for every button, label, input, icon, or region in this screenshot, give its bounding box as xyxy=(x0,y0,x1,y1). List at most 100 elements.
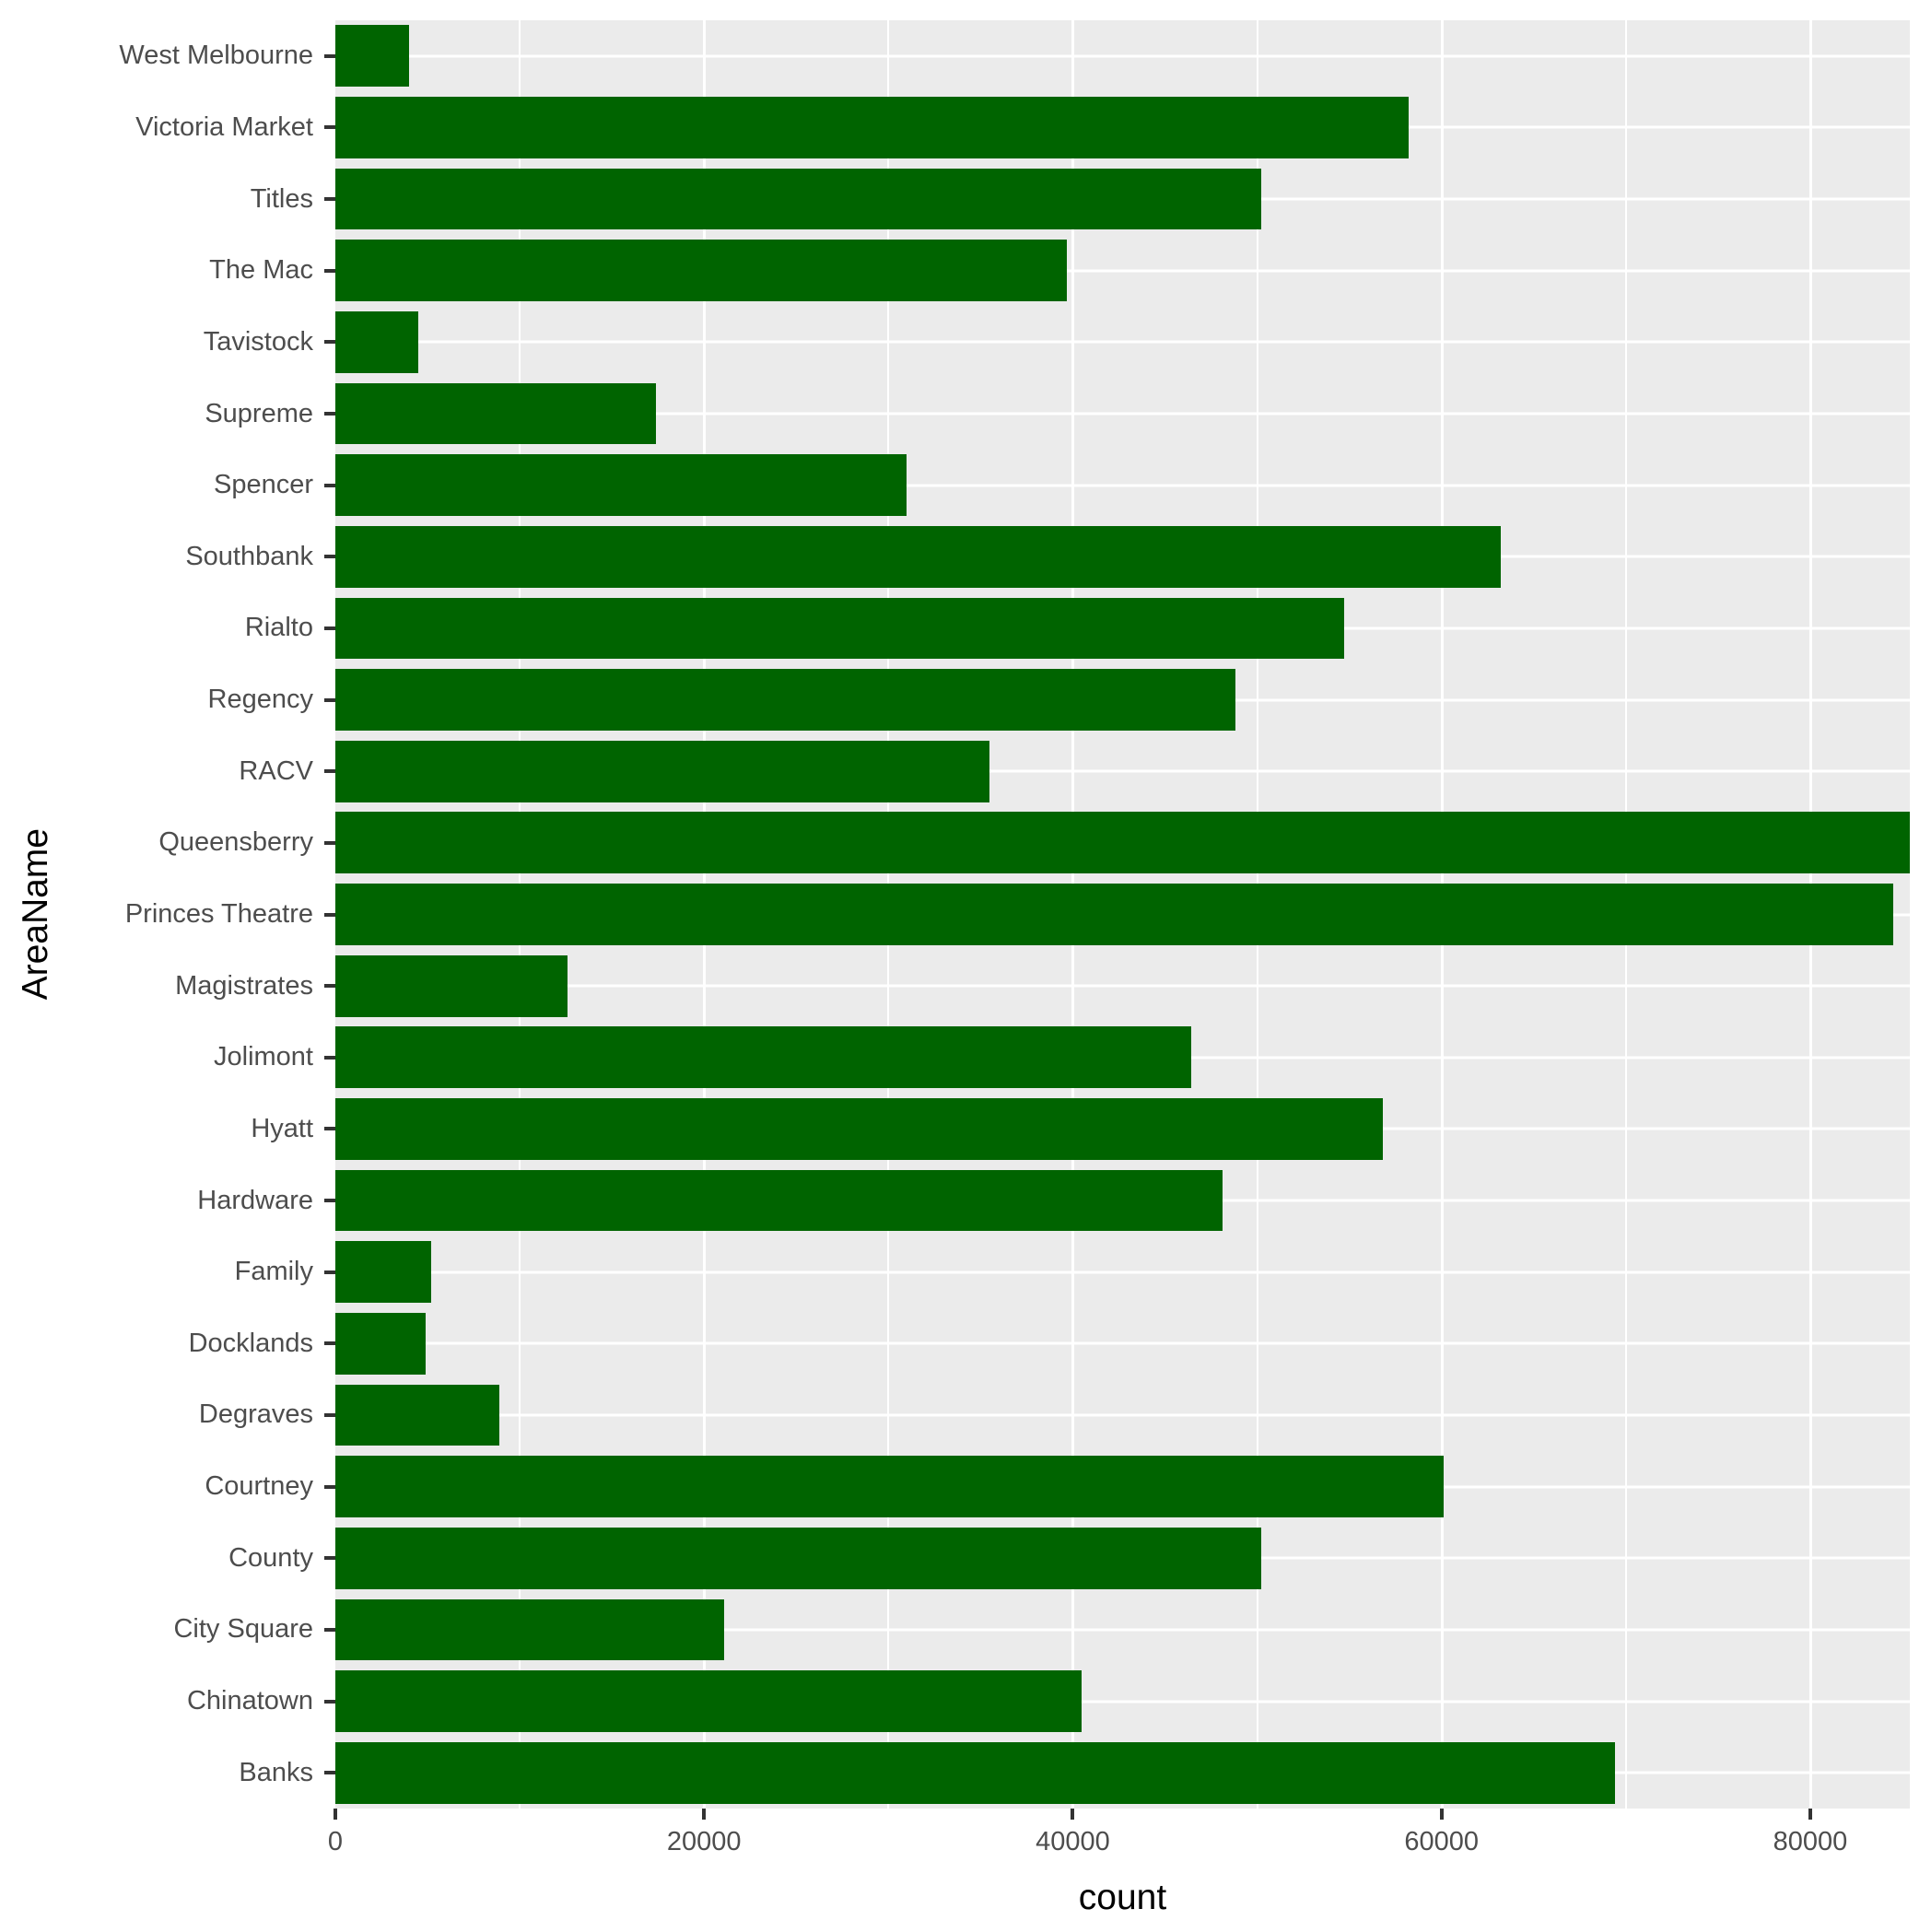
y-axis-label-row: Magistrates xyxy=(0,950,335,1022)
y-axis-label-row: Chinatown xyxy=(0,1666,335,1738)
bar xyxy=(335,884,1893,945)
y-axis-label-row: Princes Theatre xyxy=(0,879,335,951)
y-axis-label-row: City Square xyxy=(0,1594,335,1666)
x-tick-label: 20000 xyxy=(666,1827,742,1856)
y-tick-mark xyxy=(324,984,335,989)
y-axis-label-row: Degraves xyxy=(0,1379,335,1451)
y-axis-label-row: Titles xyxy=(0,163,335,235)
y-axis-label-row: Docklands xyxy=(0,1308,335,1380)
y-tick-mark xyxy=(324,412,335,416)
y-tick-mark xyxy=(324,1127,335,1131)
bar-row xyxy=(335,950,1910,1022)
y-tick-mark xyxy=(324,626,335,630)
y-tick-label: Degraves xyxy=(198,1399,313,1430)
x-axis: 0 20000 40000 60000 80000 xyxy=(328,1809,1910,1932)
y-tick-mark xyxy=(324,1556,335,1561)
gridline-horizontal-major xyxy=(335,412,1910,416)
x-tick-label: 40000 xyxy=(1036,1827,1110,1856)
y-tick-mark xyxy=(324,197,335,202)
y-axis-label-row: Tavistock xyxy=(0,307,335,379)
bar xyxy=(335,1312,427,1375)
bar-row xyxy=(335,1666,1910,1738)
y-axis-label-row: Southbank xyxy=(0,521,335,592)
bar xyxy=(335,740,990,802)
y-tick-label: Tavistock xyxy=(203,326,313,357)
y-tick-label: Victoria Market xyxy=(135,111,313,142)
bar xyxy=(335,1741,1615,1804)
bar xyxy=(335,310,419,373)
bar xyxy=(335,1456,1444,1517)
bar xyxy=(335,812,1910,874)
y-tick-mark xyxy=(324,912,335,917)
bar xyxy=(335,1527,1261,1589)
bar-row xyxy=(335,1094,1910,1165)
bar-row xyxy=(335,163,1910,235)
bar xyxy=(335,1670,1083,1732)
y-tick-label: Hardware xyxy=(197,1185,313,1215)
bar-row xyxy=(335,1451,1910,1523)
y-axis-label-row: County xyxy=(0,1522,335,1594)
y-tick-label: The Mac xyxy=(209,255,313,286)
y-axis-label-row: Hyatt xyxy=(0,1094,335,1165)
y-tick-label: West Melbourne xyxy=(119,41,313,71)
y-tick-label: Supreme xyxy=(205,398,313,428)
y-axis-labels: West Melbourne Victoria Market Titles The M… xyxy=(0,20,335,1809)
bar-row xyxy=(335,1022,1910,1094)
y-tick-label: Regency xyxy=(207,685,313,715)
y-tick-mark xyxy=(324,1270,335,1274)
y-axis-label-row: Rialto xyxy=(0,592,335,664)
bar-row xyxy=(335,521,1910,592)
bar-row xyxy=(335,807,1910,879)
y-tick-label: Titles xyxy=(250,183,313,214)
x-tick-mark xyxy=(1071,1809,1075,1820)
bar xyxy=(335,669,1235,731)
y-tick-mark xyxy=(324,1484,335,1489)
y-tick-mark xyxy=(324,555,335,559)
bar-row xyxy=(335,1308,1910,1380)
gridline-horizontal-major xyxy=(335,769,1910,773)
y-tick-label: Magistrates xyxy=(175,970,313,1001)
x-tick-mark xyxy=(702,1809,707,1820)
y-tick-mark xyxy=(324,769,335,774)
y-tick-mark xyxy=(324,840,335,845)
y-axis-label-row: Family xyxy=(0,1236,335,1308)
gridline-horizontal-major xyxy=(335,54,1910,58)
y-axis-label-row: Banks xyxy=(0,1737,335,1809)
y-tick-mark xyxy=(324,1699,335,1704)
y-axis-label-row: The Mac xyxy=(0,235,335,307)
y-axis-label-row: Courtney xyxy=(0,1451,335,1523)
bar xyxy=(335,454,907,517)
y-tick-mark xyxy=(324,1199,335,1203)
bar xyxy=(335,382,657,445)
x-axis-title: count xyxy=(1078,1878,1167,1917)
gridline-horizontal-major xyxy=(335,1700,1910,1704)
bar-row xyxy=(335,235,1910,307)
x-tick-label: 80000 xyxy=(1773,1827,1848,1856)
y-axis-label-row: Hardware xyxy=(0,1165,335,1236)
y-axis-label-row: RACV xyxy=(0,735,335,807)
y-tick-label: Southbank xyxy=(185,541,313,571)
bar xyxy=(335,25,410,88)
bar xyxy=(335,240,1068,302)
y-axis-title: AreaName xyxy=(15,828,55,1001)
y-axis-label-row: Regency xyxy=(0,664,335,736)
y-axis-label-row: Supreme xyxy=(0,378,335,450)
bar-row xyxy=(335,450,1910,521)
gridline-horizontal-major xyxy=(335,1270,1910,1274)
y-tick-label: County xyxy=(228,1542,313,1573)
bar xyxy=(335,168,1261,230)
y-tick-label: City Square xyxy=(173,1614,313,1645)
bar-row xyxy=(335,20,1910,92)
y-tick-mark xyxy=(324,268,335,273)
y-tick-mark xyxy=(324,1341,335,1346)
gridline-horizontal-major xyxy=(335,1413,1910,1417)
bar-row xyxy=(335,1236,1910,1308)
bar xyxy=(335,97,1409,158)
y-tick-label: RACV xyxy=(239,755,313,786)
bar-row xyxy=(335,307,1910,379)
y-tick-label: Hyatt xyxy=(251,1113,313,1143)
y-tick-mark xyxy=(324,1627,335,1632)
y-tick-label: Rialto xyxy=(244,613,313,643)
y-tick-mark xyxy=(324,697,335,702)
